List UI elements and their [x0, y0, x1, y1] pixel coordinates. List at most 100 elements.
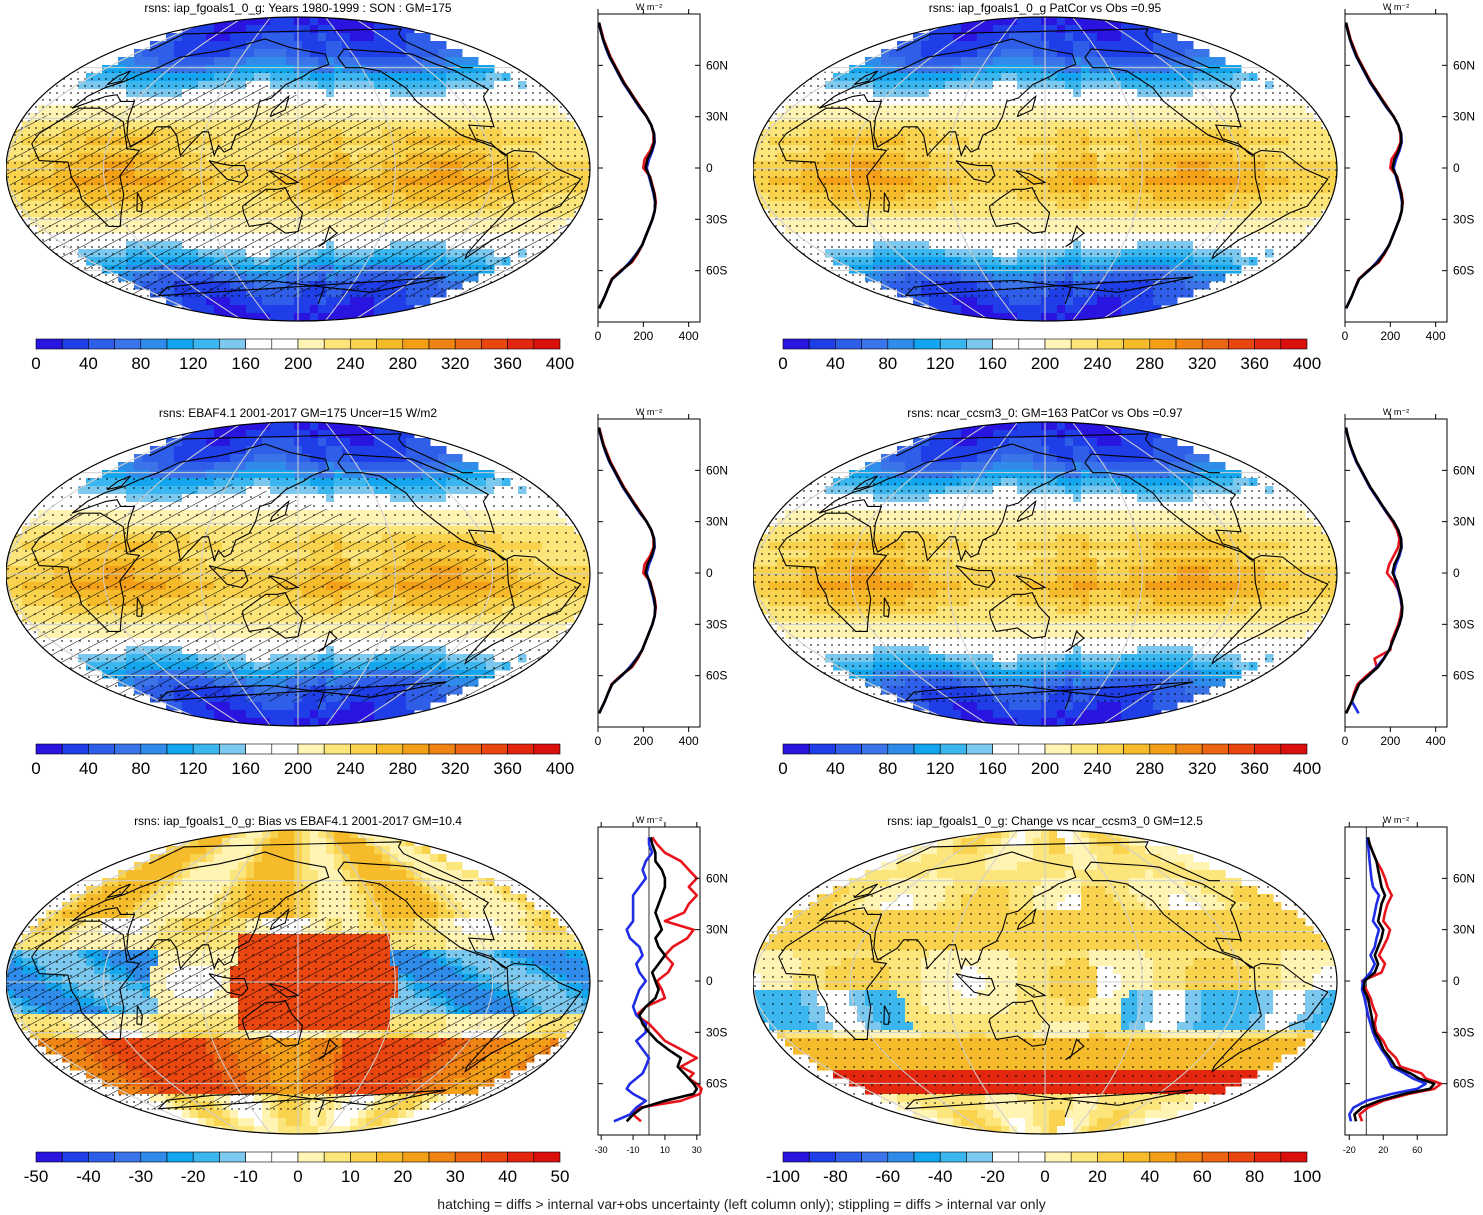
field-cell: [1049, 305, 1058, 314]
field-cell: [310, 17, 319, 26]
field-cell: [198, 430, 207, 439]
field-cell: [222, 446, 231, 455]
field-cell: [1137, 65, 1146, 74]
field-cell: [166, 470, 175, 479]
field-cell: [929, 49, 938, 58]
map-field: [6, 422, 590, 726]
field-cell: [414, 57, 423, 66]
field-cell: [1137, 49, 1146, 58]
colorbar-tick-label: 80: [131, 354, 150, 373]
field-cell: [262, 297, 271, 306]
field-cell: [1137, 57, 1146, 66]
field-cell: [1113, 57, 1122, 66]
colorbar-swatch: [140, 338, 168, 350]
field-cell: [1033, 49, 1042, 58]
coastline-path: [31, 107, 141, 227]
field-cell: [350, 33, 359, 42]
field-cell: [350, 422, 359, 431]
field-cell: [342, 65, 351, 74]
field-cell: [1025, 297, 1034, 306]
field-cell: [937, 65, 946, 74]
field-cell: [190, 49, 199, 58]
field-cell: [238, 25, 247, 34]
field-cell: [374, 297, 383, 306]
field-cell: [374, 422, 383, 431]
map-title: rsns: EBAF4.1 2001-2017 GM=175 Uncer=15 …: [158, 406, 438, 420]
field-cell: [326, 25, 335, 34]
colorbar: 0 40 80 120 160 200 240 280 320 360 400: [31, 338, 574, 373]
colorbar-swatch: [297, 338, 325, 350]
field-cell: [953, 49, 962, 58]
field-cell: [318, 313, 327, 321]
field-cell: [318, 17, 327, 26]
field-cell: [374, 446, 383, 455]
field-cell: [1025, 49, 1034, 58]
field-cell: [454, 57, 463, 66]
field-cell: [1177, 41, 1186, 50]
colorbar-swatch: [350, 338, 377, 350]
field-cell: [214, 422, 223, 431]
field-cell: [318, 470, 327, 479]
field-cell: [881, 65, 890, 74]
field-cell: [150, 41, 159, 50]
panel-svg: 0 40 80 120 160 200 240 280 320 360 40060N30N030S6…: [753, 2, 1475, 373]
field-cell: [390, 297, 399, 306]
field-cell: [1073, 57, 1082, 66]
field-cell: [1001, 33, 1010, 42]
field-cell: [278, 65, 287, 74]
colorbar-swatch: [428, 338, 456, 350]
field-cell: [1081, 33, 1090, 42]
field-cell: [214, 57, 223, 66]
field-cell: [1153, 33, 1162, 42]
field-cell: [270, 57, 279, 66]
field-cell: [246, 305, 255, 314]
field-cell: [206, 438, 215, 447]
field-cell: [961, 25, 970, 34]
field-cell: [126, 462, 135, 471]
field-cell: [1097, 313, 1106, 321]
field-cell: [929, 25, 938, 34]
field-cell: [462, 65, 471, 74]
field-cell: [342, 454, 351, 463]
field-cell: [1185, 65, 1194, 74]
field-cell: [214, 462, 223, 471]
profile-ytick-label: 60S: [1453, 264, 1474, 278]
field-cell: [350, 41, 359, 50]
field-cell: [190, 470, 199, 479]
field-cell: [214, 470, 223, 479]
field-cell: [390, 65, 399, 74]
field-cell: [166, 65, 175, 74]
field-cell: [182, 446, 191, 455]
field-cell: [889, 65, 898, 74]
field-cell: [406, 470, 415, 479]
field-cell: [1017, 17, 1026, 26]
field-cell: [1025, 33, 1034, 42]
field-cell: [270, 41, 279, 50]
field-cell: [945, 25, 954, 34]
field-cell: [382, 454, 391, 463]
field-cell: [358, 41, 367, 50]
field-cell: [230, 454, 239, 463]
field-cell: [134, 462, 143, 471]
field-cell: [230, 17, 239, 26]
field-cell: [190, 430, 199, 439]
field-cell: [985, 305, 994, 314]
field-cell: [390, 33, 399, 42]
field-cell: [246, 470, 255, 479]
field-cell: [446, 454, 455, 463]
field-cell: [230, 470, 239, 479]
field-cell: [1081, 57, 1090, 66]
field-cell: [270, 430, 279, 439]
field-cell: [182, 454, 191, 463]
field-cell: [206, 25, 215, 34]
field-cell: [262, 470, 271, 479]
field-cell: [214, 305, 223, 314]
field-cell: [318, 65, 327, 74]
panel-svg: 0 40 80 120 160 200 240 280 320 360 40060N30N030S6…: [6, 407, 728, 778]
field-cell: [1161, 33, 1170, 42]
colorbar-tick-label: 80: [878, 354, 897, 373]
field-cell: [262, 41, 271, 50]
profile-unit-label: W m⁻²: [636, 2, 662, 12]
field-cell: [929, 297, 938, 306]
field-cell: [278, 430, 287, 439]
